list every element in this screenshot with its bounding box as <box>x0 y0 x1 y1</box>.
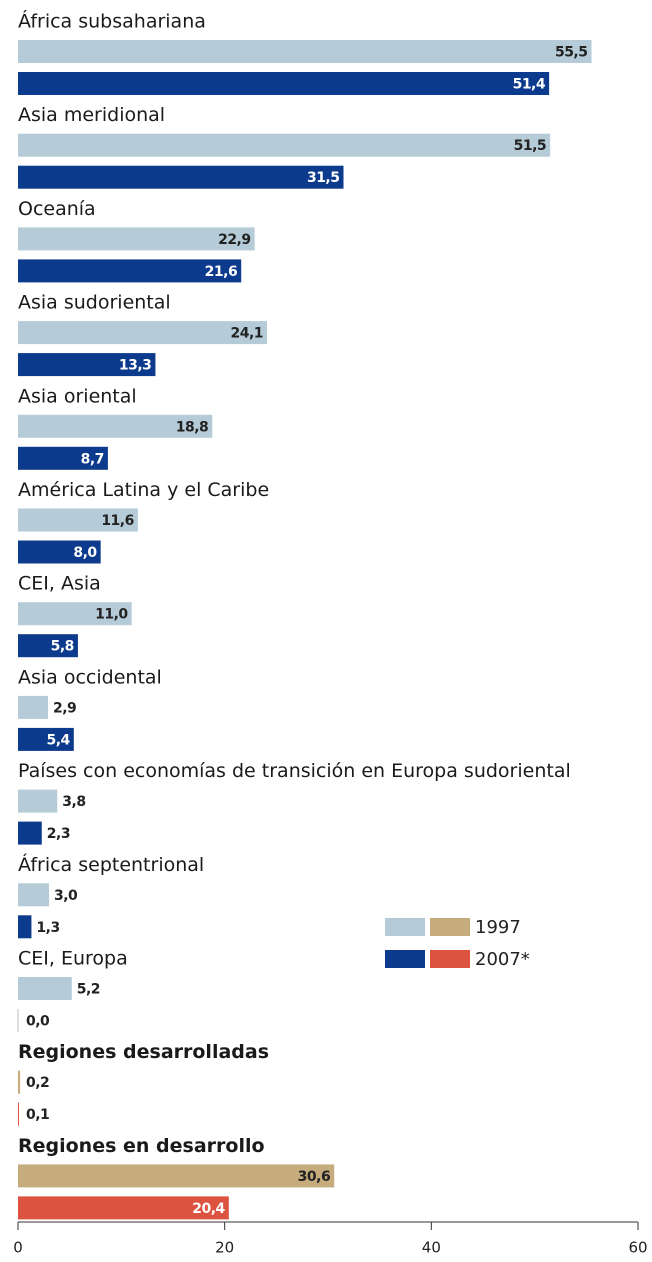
bar <box>18 165 344 189</box>
value-label: 0,2 <box>26 1075 49 1091</box>
value-label: 51,4 <box>513 77 546 93</box>
bar <box>18 508 138 532</box>
value-label: 22,9 <box>218 232 251 248</box>
value-label: 3,0 <box>54 888 78 904</box>
bar <box>18 695 48 719</box>
category-label: Oceanía <box>18 198 96 220</box>
value-label: 5,4 <box>46 732 70 748</box>
bar <box>18 1102 20 1126</box>
bar <box>18 353 156 377</box>
category-label: África septentrional <box>18 853 204 876</box>
bar <box>18 133 551 157</box>
bar <box>18 634 78 658</box>
value-label: 2,3 <box>47 826 70 842</box>
x-tick-label: 0 <box>13 1239 23 1257</box>
legend-label: 1997 <box>475 917 521 938</box>
value-label: 20,4 <box>192 1201 225 1217</box>
value-label: 51,5 <box>514 138 547 154</box>
value-label: 5,8 <box>51 639 74 655</box>
bar <box>18 40 592 63</box>
bar <box>18 883 49 907</box>
category-label: Asia occidental <box>18 666 162 688</box>
category-label: África subsahariana <box>18 10 206 33</box>
category-label: CEI, Asia <box>18 573 101 595</box>
value-label: 3,8 <box>62 794 85 810</box>
bar <box>18 1196 229 1220</box>
category-label: Asia sudoriental <box>18 292 171 314</box>
category-label: Regiones en desarrollo <box>18 1135 265 1157</box>
category-label: Asia meridional <box>18 104 165 126</box>
value-label: 0,0 <box>26 1014 50 1030</box>
value-label: 5,2 <box>77 982 100 998</box>
category-label: Regiones desarrolladas <box>18 1041 269 1063</box>
value-label: 13,3 <box>119 358 152 374</box>
bar <box>18 321 268 345</box>
value-label: 30,6 <box>298 1169 331 1185</box>
category-label: Países con economías de transición en Eu… <box>18 760 571 782</box>
value-label: 24,1 <box>230 326 263 342</box>
bar <box>18 540 101 564</box>
legend-swatch <box>430 950 470 968</box>
legend-swatch <box>385 918 425 936</box>
bar <box>18 414 213 438</box>
legend-label: 2007* <box>475 949 530 970</box>
value-label: 11,6 <box>101 513 134 529</box>
value-label: 55,5 <box>555 45 588 61</box>
value-label: 2,9 <box>53 700 76 716</box>
value-label: 0,1 <box>26 1107 49 1123</box>
x-tick-label: 20 <box>215 1239 234 1257</box>
category-label: CEI, Europa <box>18 948 128 970</box>
value-label: 1,3 <box>36 920 59 936</box>
x-tick-label: 40 <box>422 1239 441 1257</box>
bar <box>18 789 58 813</box>
bar <box>18 602 132 626</box>
bar <box>18 727 74 751</box>
bar <box>18 1070 21 1094</box>
bar <box>18 227 255 251</box>
bar <box>18 446 108 470</box>
bar <box>18 259 242 283</box>
bar <box>18 1164 335 1188</box>
value-label: 21,6 <box>205 264 238 280</box>
value-label: 11,0 <box>95 607 128 623</box>
bar <box>18 977 72 1000</box>
bar <box>18 72 550 95</box>
value-label: 8,7 <box>81 451 104 467</box>
bar <box>18 821 42 845</box>
legend-swatch <box>385 950 425 968</box>
legend-swatch <box>430 918 470 936</box>
value-label: 31,5 <box>307 170 340 186</box>
value-label: 18,8 <box>176 419 209 435</box>
x-tick-label: 60 <box>628 1239 647 1257</box>
value-label: 8,0 <box>73 545 97 561</box>
category-label: América Latina y el Caribe <box>18 479 269 501</box>
bar <box>18 915 32 939</box>
category-label: Asia oriental <box>18 385 137 407</box>
